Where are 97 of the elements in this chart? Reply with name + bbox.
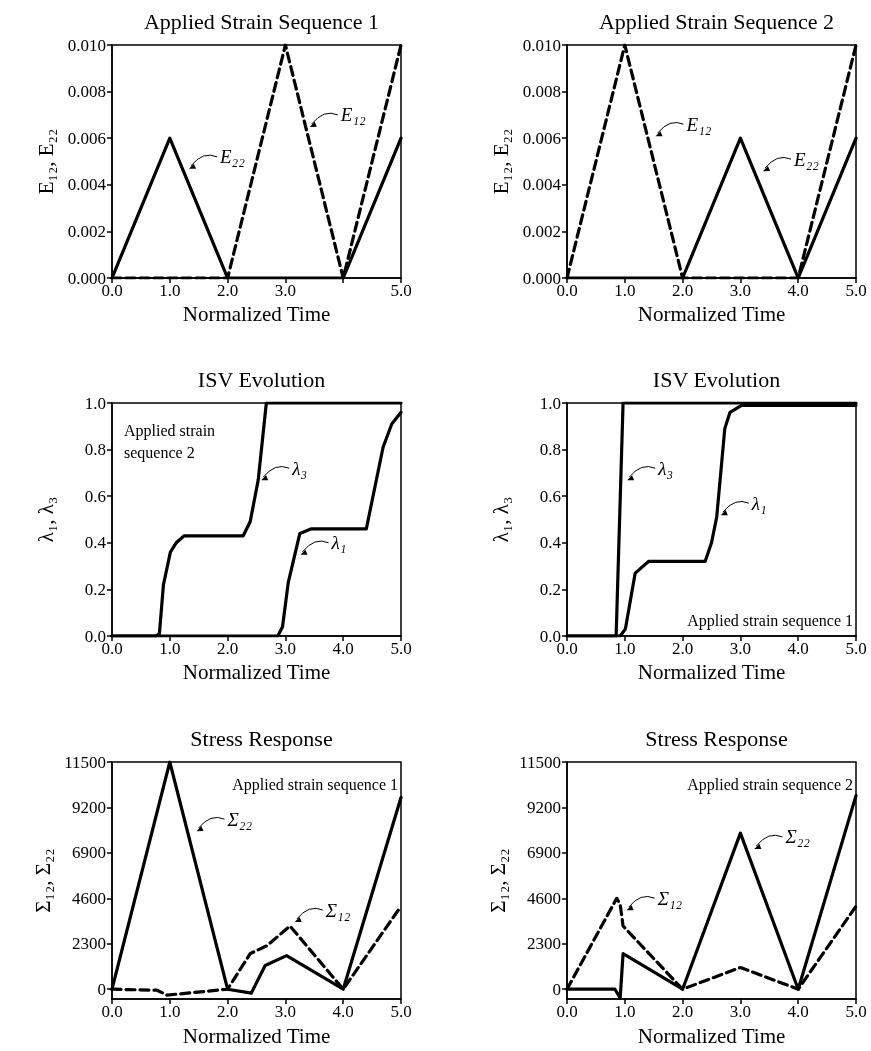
y-tick-label: 11500 — [64, 752, 106, 772]
y-tick-label: 0.4 — [539, 533, 562, 553]
x-tick-label: 0.0 — [556, 1002, 578, 1022]
x-tick-label: 3.0 — [729, 639, 752, 658]
x-tick-label: 4.0 — [332, 639, 354, 658]
annotation: λ₁ — [330, 532, 347, 554]
y-tick-label: 0 — [552, 979, 561, 999]
x-tick-label: 2.0 — [216, 1002, 239, 1022]
x-tick-label: 2.0 — [216, 639, 239, 658]
y-tick-label: 0.004 — [67, 175, 107, 195]
y-tick-label: 2300 — [527, 934, 561, 954]
x-axis-title: Normalized Time — [182, 302, 331, 327]
y-axis-title: E₁₂, E₂₂ — [488, 128, 513, 195]
x-tick-label: 1.0 — [614, 1002, 636, 1022]
y-tick-label: 11500 — [519, 752, 561, 772]
x-tick-label: 1.0 — [159, 639, 181, 658]
x-tick-label: 3.0 — [274, 1002, 297, 1022]
y-tick-label: 4600 — [72, 888, 106, 908]
annotation: Σ₂₂ — [784, 826, 811, 848]
x-tick-label: 3.0 — [729, 281, 752, 300]
y-tick-label: 0.008 — [522, 82, 561, 102]
annotation: E₂₂ — [793, 148, 820, 170]
x-tick-label: 4.0 — [332, 1002, 354, 1022]
y-tick-label: 0.006 — [67, 128, 106, 148]
y-tick-label: 0.8 — [84, 440, 106, 460]
y-tick-label: 0.6 — [539, 486, 561, 506]
y-axis-title: λ₁, λ₃ — [33, 496, 58, 543]
x-tick-label: 2.0 — [671, 639, 694, 658]
x-axis-title: Normalized Time — [182, 1023, 331, 1048]
y-tick-label: 6900 — [72, 843, 106, 863]
y-tick-label: 0 — [97, 979, 106, 999]
annotation: E₁₂ — [339, 104, 366, 126]
annotation: λ₃ — [291, 457, 308, 479]
y-tick-label: 0.8 — [539, 440, 561, 460]
x-tick-label: 0.0 — [101, 1002, 123, 1022]
x-axis-title: Normalized Time — [637, 660, 786, 685]
x-axis-title: Normalized Time — [637, 1023, 786, 1048]
chart-title: Applied Strain Sequence 1 — [143, 8, 380, 34]
x-axis-title: Normalized Time — [182, 660, 331, 685]
annotation: Applied strain sequence 2 — [687, 775, 853, 794]
x-tick-label: 3.0 — [274, 639, 297, 658]
y-tick-label: 1.0 — [84, 393, 106, 413]
y-tick-label: 2300 — [72, 934, 106, 954]
chart-title: Applied Strain Sequence 2 — [598, 8, 835, 34]
x-tick-label: 5.0 — [390, 1002, 412, 1022]
chart-title: ISV Evolution — [197, 366, 326, 392]
y-tick-label: 6900 — [527, 843, 561, 863]
y-tick-label: 0.2 — [84, 579, 106, 599]
y-tick-label: 1.0 — [539, 393, 561, 413]
y-tick-label: 0.010 — [67, 35, 106, 55]
y-tick-label: 4600 — [527, 888, 561, 908]
y-axis-title: λ₁, λ₃ — [488, 496, 513, 543]
y-tick-label: 0.008 — [67, 82, 106, 102]
y-axis-title: E₁₂, E₂₂ — [33, 128, 58, 195]
annotation: Applied strain sequence 2 — [124, 421, 220, 462]
x-tick-label: 2.0 — [671, 281, 694, 300]
x-tick-label: 1.0 — [159, 281, 181, 300]
x-tick-label: 4.0 — [787, 281, 809, 300]
y-tick-label: 0.6 — [84, 486, 106, 506]
x-tick-label: 5.0 — [845, 281, 867, 300]
y-tick-label: 0.4 — [84, 533, 107, 553]
y-tick-label: 9200 — [72, 797, 106, 817]
x-tick-label: 5.0 — [845, 1002, 867, 1022]
x-tick-label: 2.0 — [216, 281, 239, 300]
x-tick-label: 4.0 — [787, 639, 809, 658]
annotation: λ₃ — [657, 457, 674, 479]
y-tick-label: 9200 — [527, 797, 561, 817]
y-axis-title: Σ₁₂, Σ₂₂ — [30, 848, 55, 913]
x-tick-label: 2.0 — [671, 1002, 694, 1022]
annotation: λ₁ — [750, 492, 767, 514]
annotation: Applied strain sequence 1 — [687, 611, 853, 630]
y-tick-label: 0.002 — [522, 221, 561, 241]
chart-title: ISV Evolution — [652, 366, 781, 392]
x-tick-label: 3.0 — [274, 281, 297, 300]
x-tick-label: 5.0 — [390, 639, 412, 658]
y-tick-label: 0.2 — [539, 579, 561, 599]
y-tick-label: 0.006 — [522, 128, 561, 148]
x-tick-label: 1.0 — [614, 281, 636, 300]
chart-title: Stress Response — [645, 725, 788, 751]
annotation: Applied strain sequence 1 — [232, 775, 398, 794]
annotation: Σ₂₂ — [226, 808, 253, 830]
x-tick-label: 3.0 — [729, 1002, 752, 1022]
x-tick-label: 1.0 — [159, 1002, 181, 1022]
x-tick-label: 1.0 — [614, 639, 636, 658]
annotation: E₂₂ — [218, 146, 246, 168]
x-axis-title: Normalized Time — [637, 302, 786, 327]
x-tick-label: 5.0 — [845, 639, 867, 658]
x-tick-label: 5.0 — [390, 281, 412, 300]
annotation: Σ₁₂ — [656, 887, 683, 909]
annotation: E₁₂ — [685, 113, 712, 135]
y-tick-label: 0.010 — [522, 35, 561, 55]
chart-title: Stress Response — [190, 725, 333, 751]
y-axis-title: Σ₁₂, Σ₂₂ — [485, 848, 510, 913]
x-tick-label: 4.0 — [787, 1002, 809, 1022]
annotation: Σ₁₂ — [324, 899, 351, 921]
y-tick-label: 0.002 — [67, 221, 106, 241]
y-tick-label: 0.004 — [522, 175, 562, 195]
